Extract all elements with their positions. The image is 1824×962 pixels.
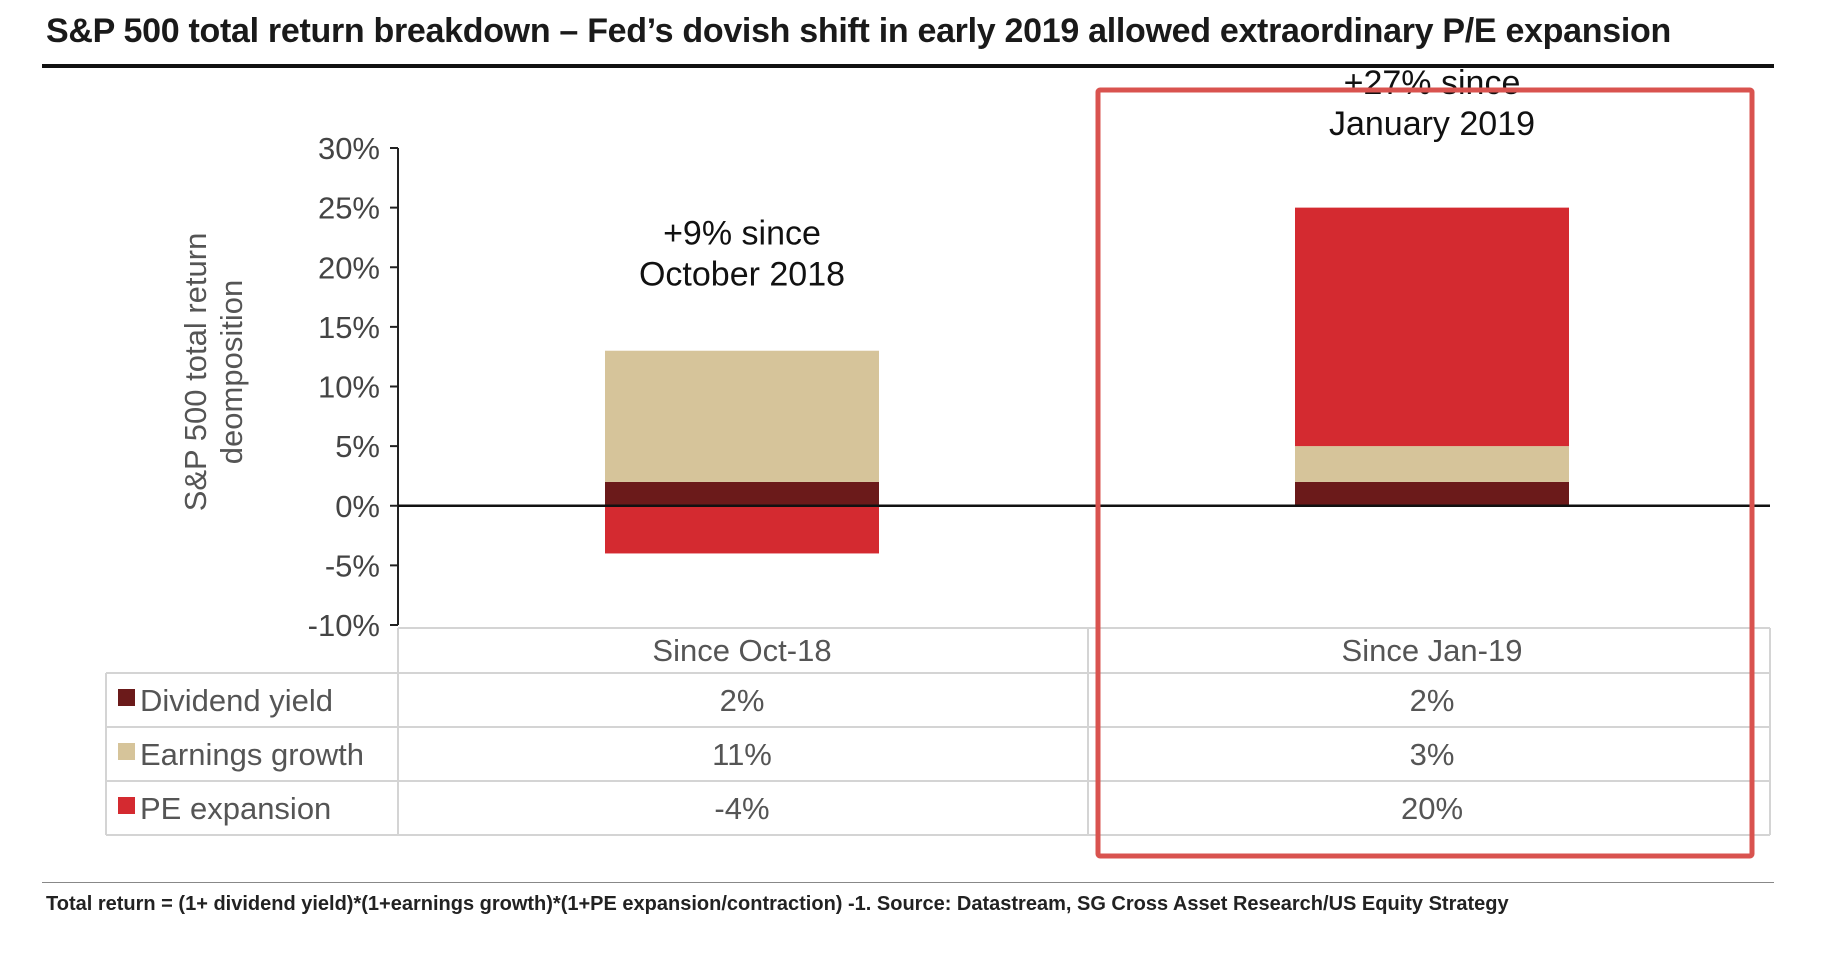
table-cell-value: 3% <box>1410 737 1455 772</box>
footnote: Total return = (1+ dividend yield)*(1+ea… <box>46 893 1509 915</box>
bar-annotation-2: +27% since January 2019 <box>1329 64 1535 143</box>
axes-layer: 30% 25% 20% 15% 10% 5% 0% -5% -10% S&P 500 total … <box>178 131 1770 643</box>
legend-label-dividend-yield: Dividend yield <box>140 683 333 718</box>
legend-swatch-pe-expansion <box>118 797 135 814</box>
table-cell-value: 2% <box>720 683 765 718</box>
table-cell-value: 2% <box>1410 683 1455 718</box>
legend-swatch-dividend-yield <box>118 689 135 706</box>
highlight-box <box>1095 87 1755 859</box>
legend-swatch-earnings-growth <box>118 743 135 760</box>
stacked-bar-chart: 30% 25% 20% 15% 10% 5% 0% -5% -10% S&P 500 total … <box>105 64 1771 859</box>
y-tick-label: 30% <box>318 131 380 166</box>
y-axis-title: S&P 500 total returndeomposition <box>178 233 249 512</box>
y-axis-title-line: deomposition <box>214 280 249 464</box>
title-underline <box>42 64 1774 68</box>
bar-earnings-growth-1 <box>605 350 879 482</box>
y-tick-label: 5% <box>335 429 380 464</box>
bar-pe-expansion-1 <box>605 505 879 554</box>
y-tick-label: -10% <box>308 608 380 643</box>
table-grid <box>105 627 1771 836</box>
bars-layer <box>605 207 1569 554</box>
labels-layer: +9% since October 2018 +27% since January 2… <box>639 64 1535 294</box>
bar-annotation-line: October 2018 <box>639 256 845 294</box>
y-tick-label: 0% <box>335 489 380 524</box>
y-axis-title-line: S&P 500 total return <box>178 233 213 512</box>
category-label-1: Since Oct-18 <box>652 633 831 668</box>
bar-pe-expansion-2 <box>1295 207 1569 447</box>
bar-annotation-1: +9% since October 2018 <box>639 215 845 294</box>
y-tick-label: 20% <box>318 250 380 285</box>
bar-dividend-yield-1 <box>605 481 879 506</box>
table-cell-value: -4% <box>714 791 769 826</box>
bar-annotation-line: +27% since <box>1344 64 1521 102</box>
table-cell-value: 11% <box>712 737 772 772</box>
table-cell-value: 20% <box>1401 791 1463 826</box>
y-tick-label: -5% <box>325 548 380 583</box>
bar-annotation-line: +9% since <box>663 215 821 253</box>
y-tick-label: 15% <box>318 310 380 345</box>
bar-earnings-growth-2 <box>1295 446 1569 482</box>
bar-annotation-line: January 2019 <box>1329 105 1535 143</box>
chart-title: S&P 500 total return breakdown – Fed’s d… <box>46 12 1671 50</box>
y-tick-label: 10% <box>318 370 380 405</box>
legend-label-pe-expansion: PE expansion <box>140 791 331 826</box>
bar-dividend-yield-2 <box>1295 481 1569 506</box>
category-label-2: Since Jan-19 <box>1342 633 1523 668</box>
highlight-layer <box>1095 87 1755 859</box>
footnote-rule <box>42 882 1774 883</box>
legend-label-earnings-growth: Earnings growth <box>140 737 364 772</box>
data-table: Since Oct-18 Since Jan-19 Dividend yield 2%… <box>118 633 1522 826</box>
y-tick-label: 25% <box>318 191 380 226</box>
